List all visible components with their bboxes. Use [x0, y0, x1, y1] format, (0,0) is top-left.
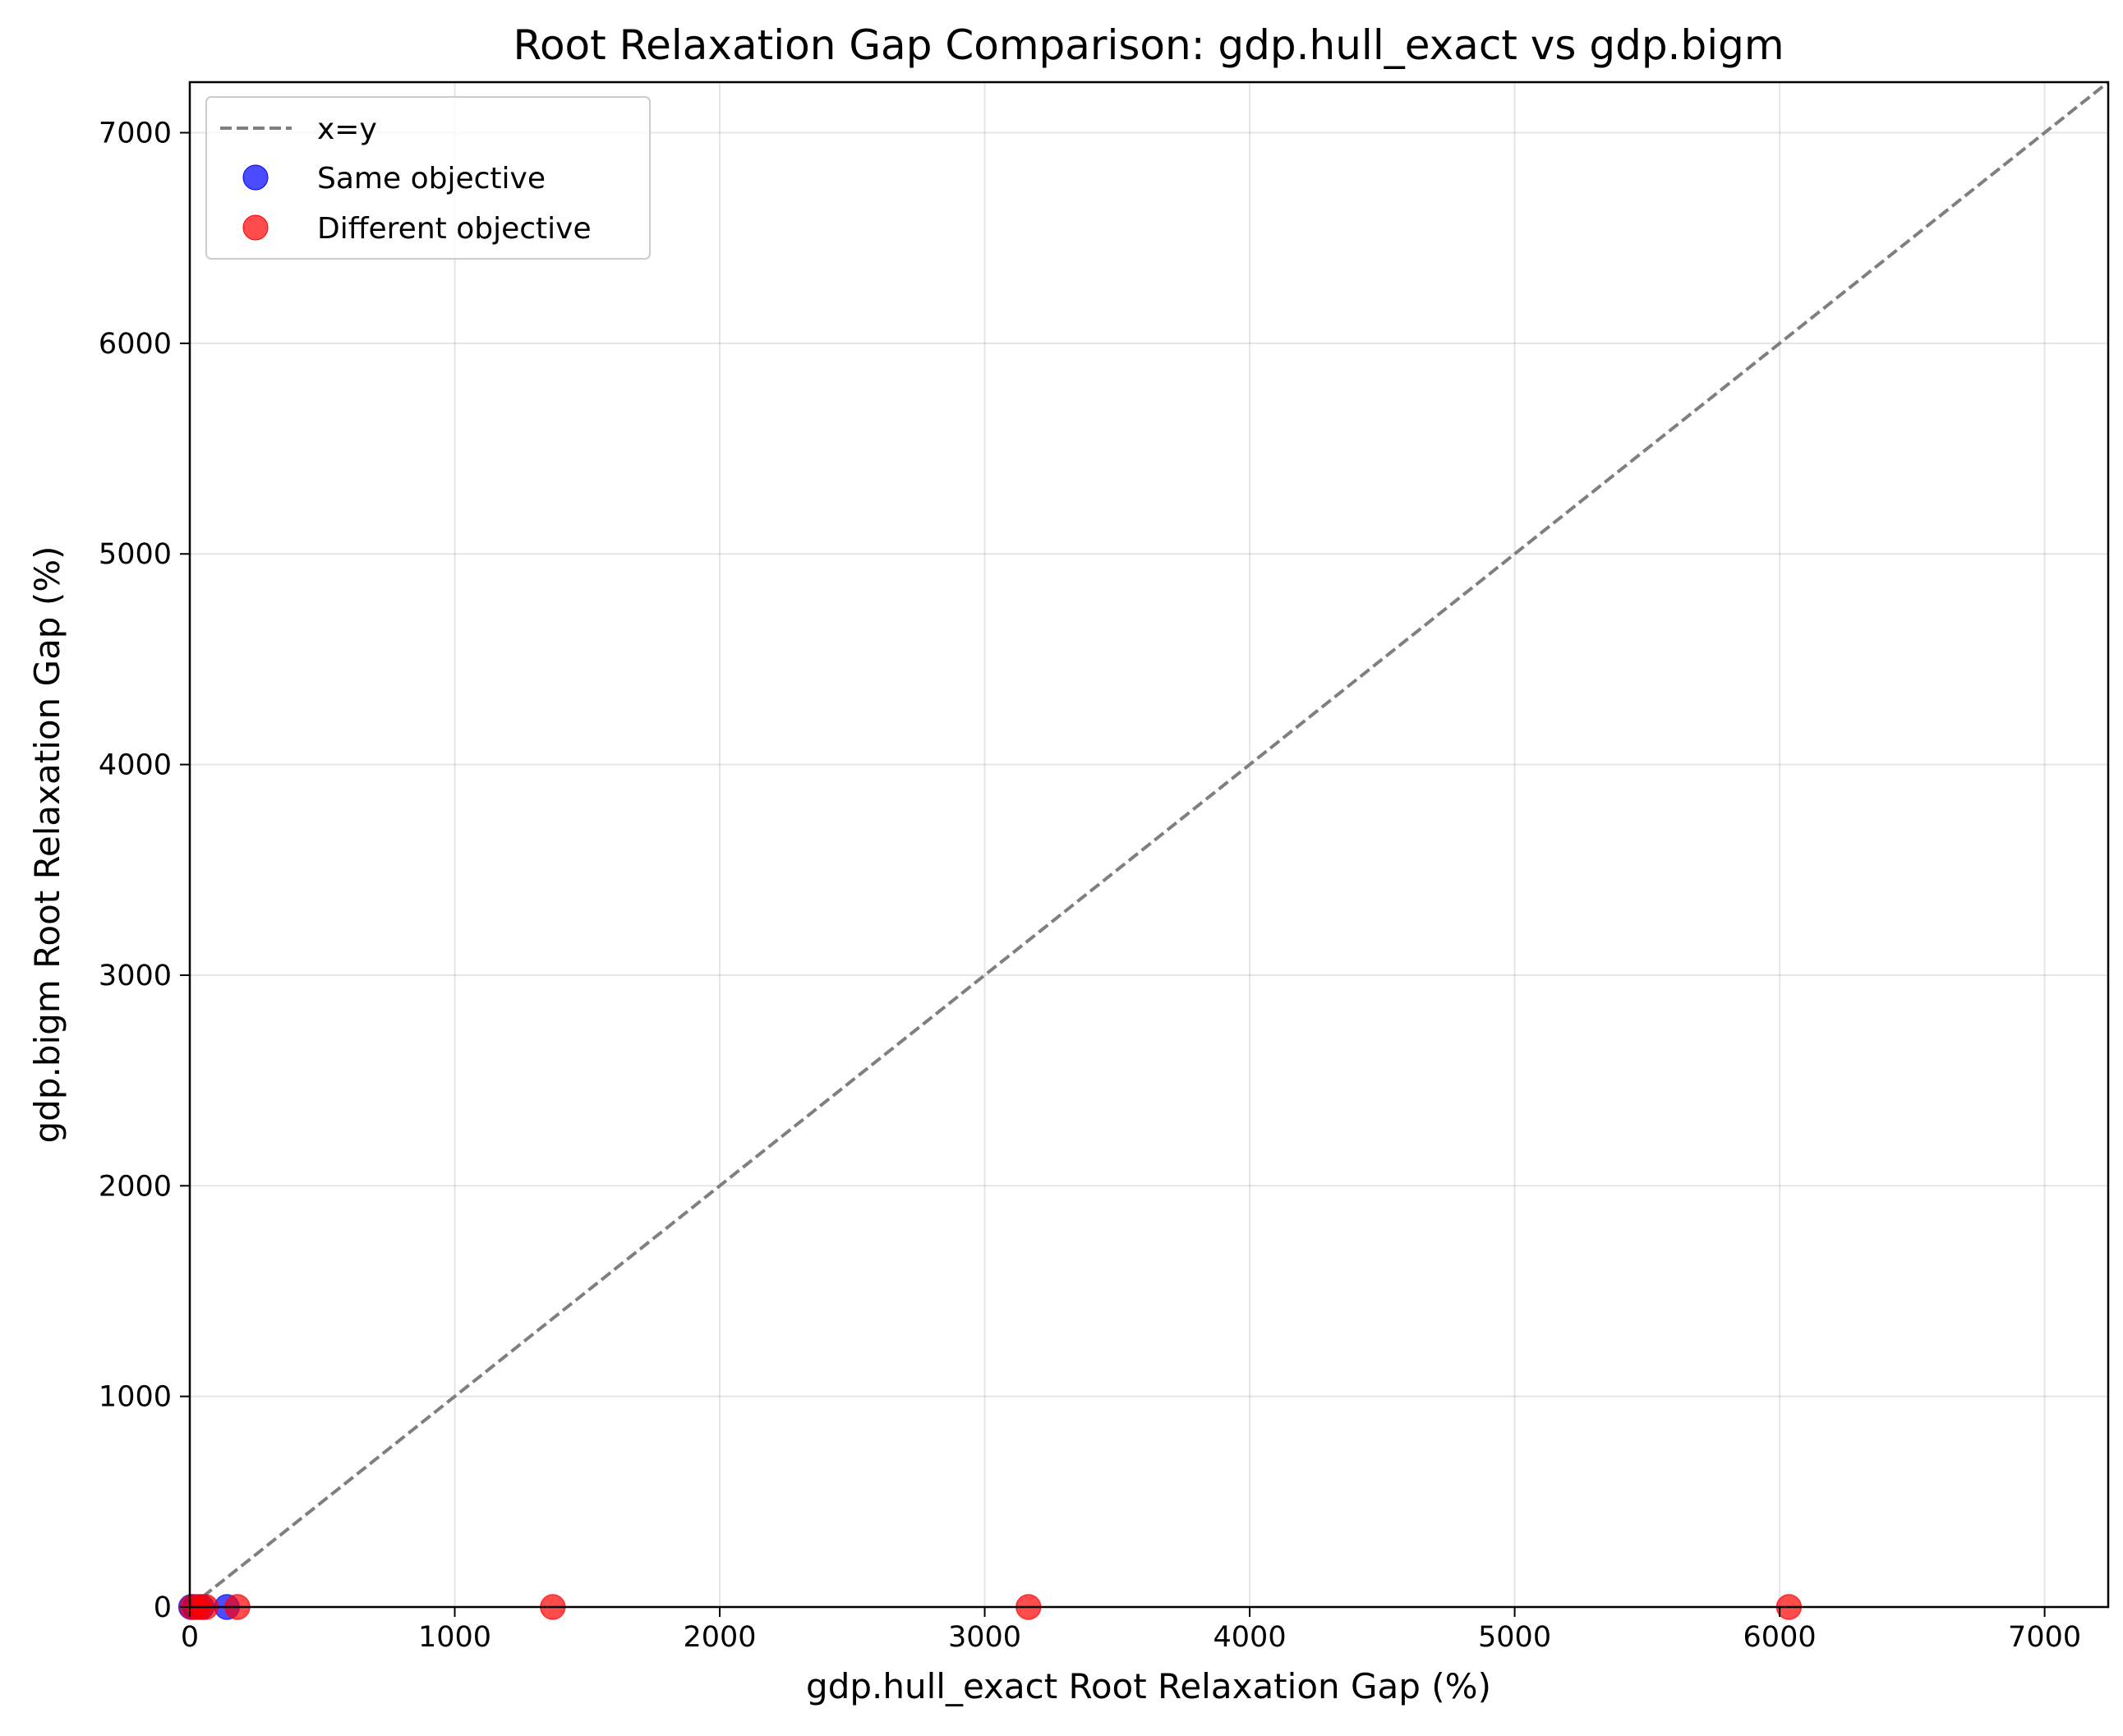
legend-reference-line-label: x=y: [317, 113, 377, 146]
y-tick-label: 5000: [99, 538, 172, 571]
reference-line-layer: [188, 81, 2110, 1609]
grid-lines: [189, 82, 2108, 1608]
legend-same-objective-label: Same objective: [317, 162, 546, 196]
y-axis-label: gdp.bigm Root Relaxation Gap (%): [27, 546, 67, 1143]
y-tick-label: 0: [154, 1591, 172, 1624]
x-tick-label: 2000: [683, 1621, 756, 1654]
y-axis-ticks: 0 1000 2000 3000 4000 5000 6000 7000: [99, 117, 190, 1624]
legend: x=y Same objective Different objective: [205, 96, 651, 260]
legend-same-objective-marker: [242, 164, 269, 191]
x-axis-label: gdp.hull_exact Root Relaxation Gap (%): [806, 1666, 1491, 1706]
x-tick-label: 3000: [948, 1621, 1021, 1654]
y-tick-label: 3000: [99, 960, 172, 992]
x-tick-label: 0: [181, 1621, 199, 1654]
x-tick-label: 5000: [1478, 1621, 1551, 1654]
legend-different-objective-marker: [242, 214, 269, 241]
y-tick-label: 6000: [99, 328, 172, 361]
legend-frame: [205, 96, 651, 260]
x-tick-label: 6000: [1743, 1621, 1817, 1654]
x-axis-ticks: 0 1000 2000 3000 4000 5000 6000 7000: [181, 1607, 2081, 1654]
y-tick-label: 2000: [99, 1170, 172, 1203]
x-tick-label: 1000: [418, 1621, 491, 1654]
reference-line-x-equals-y: [188, 81, 2110, 1609]
y-tick-label: 4000: [99, 749, 172, 782]
x-tick-label: 4000: [1213, 1621, 1287, 1654]
legend-different-objective-label: Different objective: [317, 212, 592, 246]
y-tick-label: 7000: [99, 117, 172, 150]
x-tick-label: 7000: [2008, 1621, 2081, 1654]
y-tick-label: 1000: [99, 1381, 172, 1414]
chart-title: Root Relaxation Gap Comparison: gdp.hull…: [513, 21, 1784, 69]
plot-frame: [188, 81, 2110, 1609]
